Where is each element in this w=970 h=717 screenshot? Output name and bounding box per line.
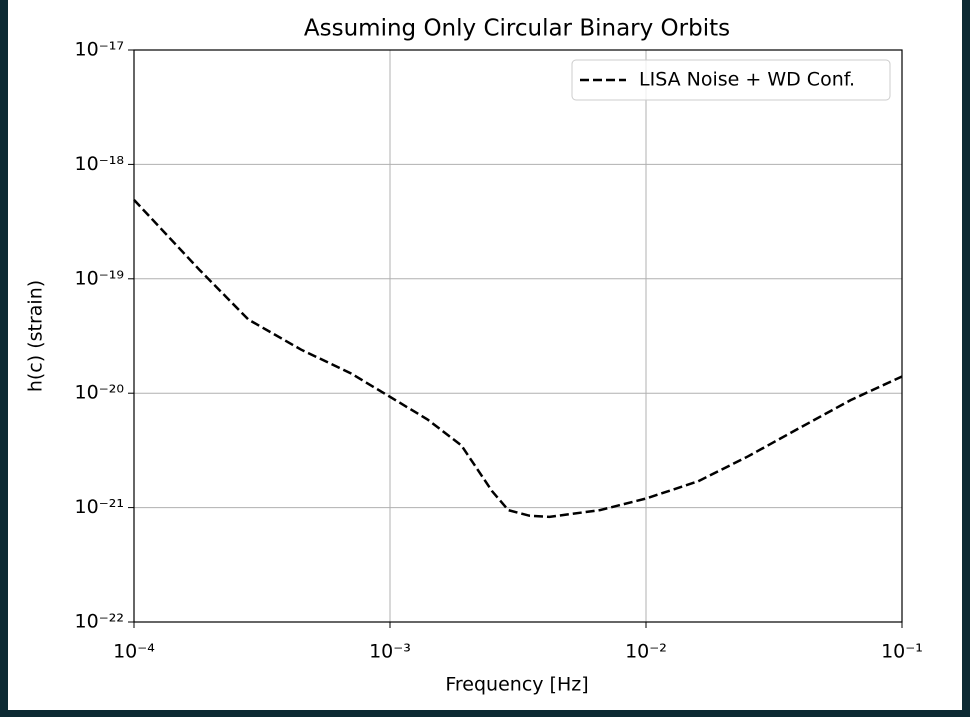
plot-frame xyxy=(133,49,903,623)
y-tick-label: 10⁻²¹ xyxy=(75,496,124,518)
y-tick-label: 10⁻¹⁷ xyxy=(75,39,124,61)
y-tick-label: 10⁻¹⁹ xyxy=(75,267,124,289)
x-axis-label: Frequency [Hz] xyxy=(445,674,588,696)
y-tick-label: 10⁻²² xyxy=(75,611,124,633)
x-tick-label: 10⁻² xyxy=(625,641,667,663)
chart-title: Assuming Only Circular Binary Orbits xyxy=(304,16,730,42)
x-tick-label: 10⁻⁴ xyxy=(113,641,155,663)
legend-box xyxy=(571,59,891,101)
y-tick-label: 10⁻²⁰ xyxy=(75,382,124,404)
y-tick-label: 10⁻¹⁸ xyxy=(75,153,124,175)
data-line xyxy=(133,198,903,519)
figure xyxy=(8,0,962,710)
x-tick-label: 10⁻¹ xyxy=(881,641,923,663)
legend-label: LISA Noise + WD Conf. xyxy=(639,69,855,91)
y-axis-label: h(c) (strain) xyxy=(25,280,47,392)
x-tick-label: 10⁻³ xyxy=(369,641,411,663)
